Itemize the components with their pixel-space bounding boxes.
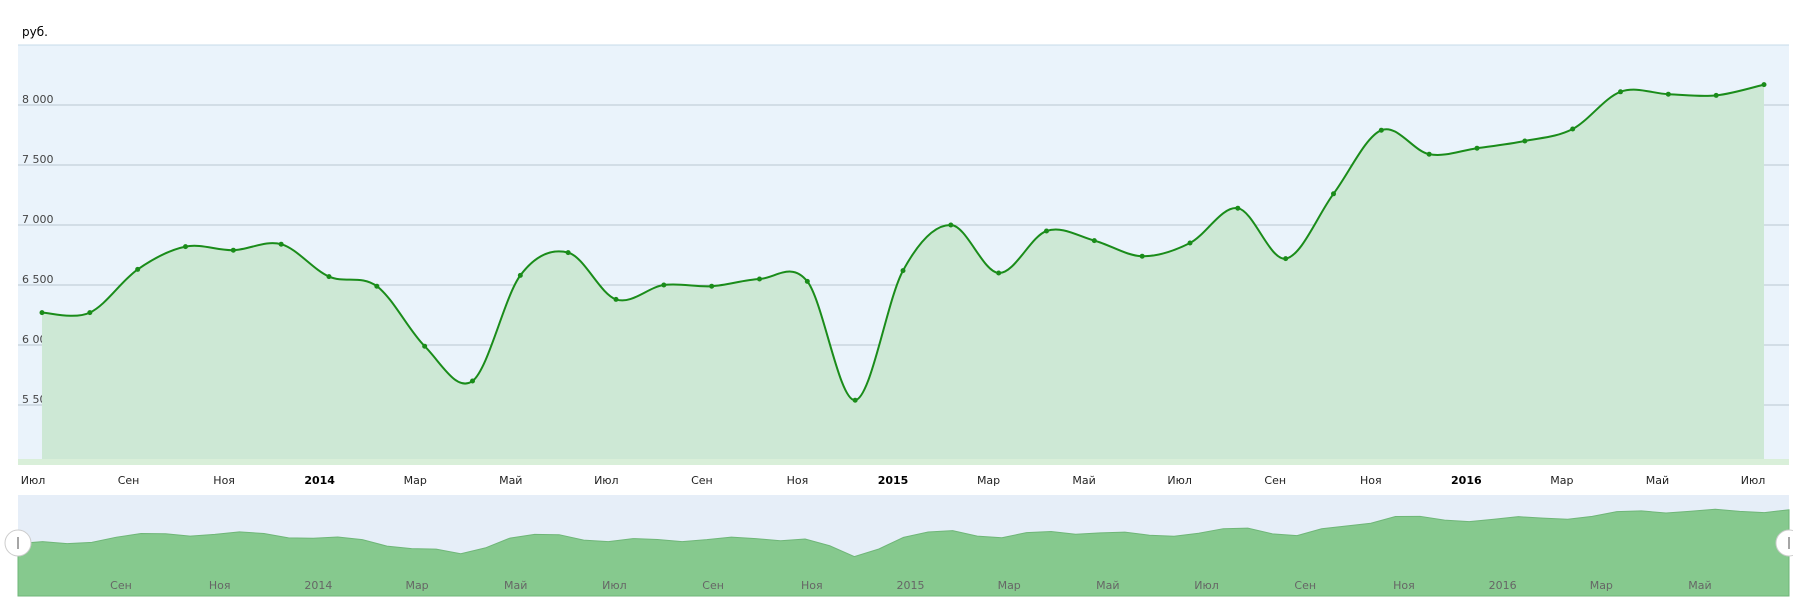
x-tick-label: Мар <box>404 474 427 487</box>
series-line <box>41 83 1765 402</box>
navigator-left-handle[interactable] <box>4 529 32 557</box>
x-tick-label: Сен <box>1264 474 1286 487</box>
data-point <box>87 310 93 316</box>
navigator-tick-label: 2015 <box>897 579 925 592</box>
x-tick-label: Ноя <box>1360 474 1382 487</box>
data-point <box>230 247 236 253</box>
series-area-fill <box>42 84 1764 465</box>
x-tick-label: Мар <box>977 474 1000 487</box>
data-point <box>135 266 141 272</box>
navigator-area <box>17 508 1790 597</box>
data-point <box>39 310 45 316</box>
data-point <box>996 270 1002 276</box>
data-point <box>1044 228 1049 234</box>
y-tick-label: 6 500 <box>22 273 54 286</box>
navigator-tick-label: Ноя <box>801 579 823 592</box>
data-point <box>804 278 810 284</box>
data-point <box>1474 145 1480 151</box>
navigator-tick-label: Мар <box>998 579 1021 592</box>
data-point <box>757 276 762 282</box>
x-tick-label: Май <box>499 474 522 487</box>
x-tick-label: 2014 <box>304 474 335 487</box>
data-point <box>709 283 715 289</box>
y-tick-label: 8 000 <box>22 93 54 106</box>
data-point <box>1618 89 1623 95</box>
data-point <box>1331 191 1336 197</box>
data-point <box>183 244 188 250</box>
navigator-tick-label: 2016 <box>1489 579 1517 592</box>
x-tick-label: Июл <box>21 474 46 487</box>
data-point <box>422 343 428 349</box>
x-tick-label: Июл <box>1741 474 1766 487</box>
navigator-tick-label: Ноя <box>1393 579 1415 592</box>
data-point <box>1235 205 1241 211</box>
data-point <box>1570 126 1576 132</box>
x-tick-label: Сен <box>118 474 140 487</box>
data-point <box>1187 240 1193 246</box>
data-point <box>1283 256 1289 262</box>
data-point <box>565 250 571 256</box>
navigator-tick-label: Сен <box>1294 579 1316 592</box>
data-point <box>517 272 523 278</box>
x-tick-label: Ноя <box>787 474 809 487</box>
x-tick-label: Ноя <box>213 474 235 487</box>
navigator-tick-label: 2014 <box>304 579 332 592</box>
navigator-tick-label: Мар <box>405 579 428 592</box>
x-tick-label: 2015 <box>878 474 909 487</box>
data-point <box>613 296 619 302</box>
data-point <box>1665 91 1671 97</box>
data-point <box>852 397 858 403</box>
x-tick-label: Май <box>1072 474 1095 487</box>
navigator-tick-label: Июл <box>602 579 627 592</box>
navigator-right-handle[interactable] <box>1775 529 1793 557</box>
navigator[interactable]: Сен Ноя 2014 Мар Май Июл Сен Ноя 2015 Мар Май Июл Се… <box>4 495 1793 597</box>
y-tick-label: 7 500 <box>22 153 54 166</box>
data-point <box>1426 151 1432 157</box>
series-points <box>39 82 1767 403</box>
data-point <box>1522 138 1528 144</box>
x-tick-label: Июл <box>1167 474 1192 487</box>
data-point <box>948 222 954 228</box>
data-point <box>1091 238 1097 244</box>
data-point <box>374 283 380 289</box>
y-tick-label: 7 000 <box>22 213 54 226</box>
data-point <box>1378 127 1384 133</box>
x-tick-label: 2016 <box>1451 474 1482 487</box>
navigator-tick-label: Мар <box>1590 579 1613 592</box>
navigator-tick-label: Сен <box>702 579 724 592</box>
data-point <box>661 282 667 288</box>
x-tick-label: Май <box>1646 474 1669 487</box>
y-axis-unit-label: руб. <box>22 25 48 39</box>
data-point <box>278 241 284 247</box>
data-point <box>1761 82 1767 88</box>
data-point <box>1713 92 1719 98</box>
x-tick-label: Сен <box>691 474 713 487</box>
data-point <box>1139 253 1145 259</box>
x-tick-label: Июл <box>594 474 619 487</box>
navigator-labels: Сен Ноя 2014 Мар Май Июл Сен Ноя 2015 Мар Май Июл Се… <box>110 579 1712 592</box>
x-tick-label: Мар <box>1550 474 1573 487</box>
navigator-tick-label: Ноя <box>209 579 231 592</box>
navigator-tick-label: Май <box>504 579 527 592</box>
data-point <box>470 378 475 384</box>
navigator-tick-label: Сен <box>110 579 132 592</box>
data-point <box>900 268 906 274</box>
navigator-tick-label: Май <box>1688 579 1711 592</box>
navigator-tick-label: Июл <box>1194 579 1219 592</box>
x-axis-band <box>18 459 1789 465</box>
navigator-tick-label: Май <box>1096 579 1119 592</box>
data-point <box>326 274 332 280</box>
x-axis-labels: Июл Сен Ноя 2014 Мар Май Июл Сен Ноя 2015 Мар Май Ию… <box>21 474 1766 487</box>
